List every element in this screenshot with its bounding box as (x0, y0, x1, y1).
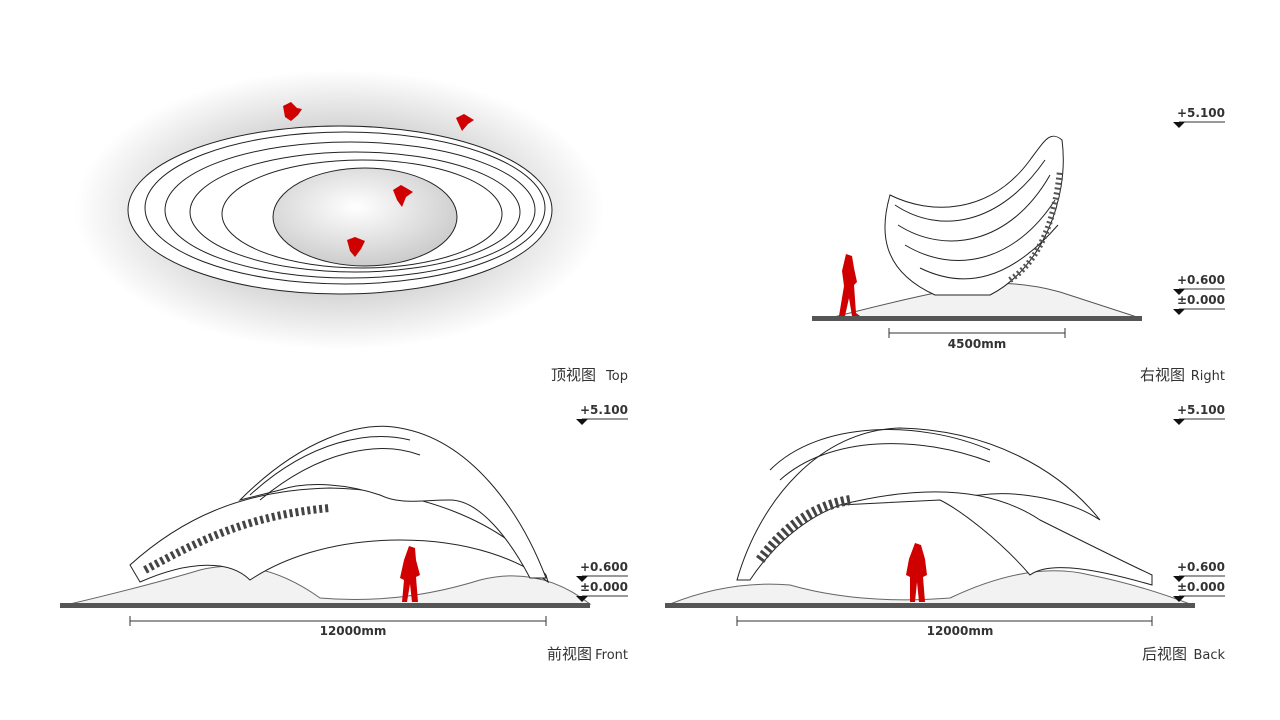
view-title-en: Back (1193, 648, 1225, 663)
dimension-label: 12000mm (927, 624, 994, 638)
level-triangle (1173, 122, 1185, 128)
back-view (665, 427, 1195, 626)
level-triangle (1173, 419, 1185, 425)
level-markers: +5.100 +0.600 ±0.000 +5.100 +0.600 ±0.000 +5.1… (576, 106, 1225, 602)
level-triangle (1173, 309, 1185, 315)
view-title-cn: 右视图 (1140, 366, 1185, 384)
view-title-cn: 后视图 (1142, 645, 1187, 663)
level-triangle (1173, 576, 1185, 582)
level-triangle (1173, 289, 1185, 295)
level-label: +5.100 (1177, 403, 1225, 417)
level-label: ±0.000 (1177, 580, 1225, 594)
view-title-en: Top (605, 369, 628, 384)
level-triangle (576, 596, 588, 602)
level-label: +0.600 (1177, 560, 1225, 574)
dimension-label: 12000mm (320, 624, 387, 638)
level-triangle (1173, 596, 1185, 602)
view-title-en: Right (1191, 369, 1225, 384)
view-title-cn: 顶视图 (551, 366, 596, 384)
level-label: +0.600 (580, 560, 628, 574)
level-label: +5.100 (1177, 106, 1225, 120)
dimension-label: 4500mm (948, 337, 1006, 351)
level-label: ±0.000 (580, 580, 628, 594)
front-view (60, 425, 592, 626)
view-title-cn: 前视图 (547, 645, 592, 663)
level-label: +0.600 (1177, 273, 1225, 287)
level-triangle (576, 419, 588, 425)
level-label: ±0.000 (1177, 293, 1225, 307)
level-label: +5.100 (580, 403, 628, 417)
view-title-en: Front (595, 648, 628, 663)
level-triangle (576, 576, 588, 582)
right-view (812, 135, 1142, 338)
top-view (75, 70, 605, 350)
